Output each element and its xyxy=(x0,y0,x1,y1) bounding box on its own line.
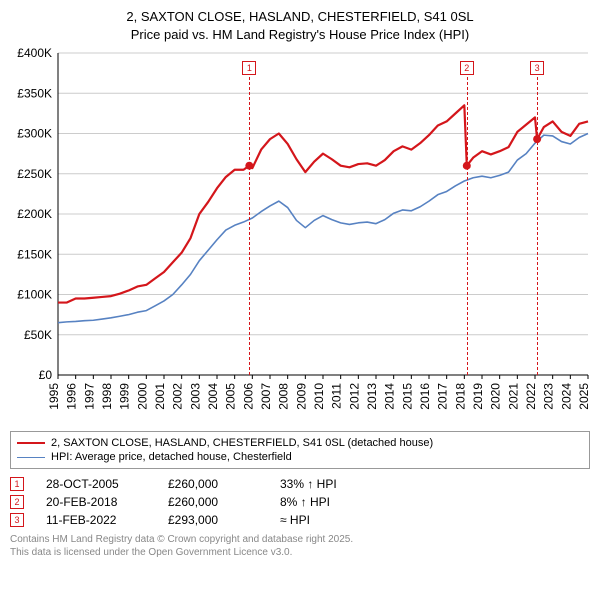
svg-text:2001: 2001 xyxy=(153,383,167,410)
svg-text:2010: 2010 xyxy=(312,383,326,410)
legend-swatch xyxy=(17,457,45,458)
marker-badge: 1 xyxy=(242,61,256,75)
svg-text:2013: 2013 xyxy=(365,383,379,410)
event-row: 3 11-FEB-2022 £293,000 ≈ HPI xyxy=(10,511,590,529)
legend-row: 2, SAXTON CLOSE, HASLAND, CHESTERFIELD, … xyxy=(17,436,583,450)
event-pct: ≈ HPI xyxy=(280,513,400,527)
title-line-2: Price paid vs. HM Land Registry's House … xyxy=(131,27,469,42)
svg-text:2021: 2021 xyxy=(506,383,520,410)
svg-text:2025: 2025 xyxy=(577,383,590,410)
svg-text:£0: £0 xyxy=(39,368,53,382)
svg-text:£200K: £200K xyxy=(17,207,52,221)
svg-text:£300K: £300K xyxy=(17,127,52,141)
event-pct: 33% ↑ HPI xyxy=(280,477,400,491)
svg-text:2019: 2019 xyxy=(471,383,485,410)
event-marker: 3 xyxy=(10,513,24,527)
svg-text:2002: 2002 xyxy=(171,383,185,410)
marker-line xyxy=(249,77,250,375)
event-pct: 8% ↑ HPI xyxy=(280,495,400,509)
chart-svg: £0 £50K £100K £150K £200K £250K £300K £350K £400… xyxy=(10,47,590,427)
event-price: £293,000 xyxy=(168,513,258,527)
svg-text:2023: 2023 xyxy=(542,383,556,410)
event-price: £260,000 xyxy=(168,495,258,509)
svg-text:1998: 1998 xyxy=(100,383,114,410)
legend-row: HPI: Average price, detached house, Ches… xyxy=(17,450,583,464)
svg-text:2008: 2008 xyxy=(277,383,291,410)
svg-text:2005: 2005 xyxy=(224,383,238,410)
event-date: 11-FEB-2022 xyxy=(46,513,146,527)
event-marker: 1 xyxy=(10,477,24,491)
svg-text:2006: 2006 xyxy=(241,383,255,410)
chart-area: £0 £50K £100K £150K £200K £250K £300K £350K £400… xyxy=(10,47,590,427)
marker-badge: 2 xyxy=(460,61,474,75)
footer-line-1: Contains HM Land Registry data © Crown c… xyxy=(10,534,353,545)
legend-label: 2, SAXTON CLOSE, HASLAND, CHESTERFIELD, … xyxy=(51,437,433,449)
event-date: 28-OCT-2005 xyxy=(46,477,146,491)
svg-text:1995: 1995 xyxy=(47,383,61,410)
footer-line-2: This data is licensed under the Open Gov… xyxy=(10,547,292,558)
svg-text:£350K: £350K xyxy=(17,86,52,100)
svg-text:£250K: £250K xyxy=(17,167,52,181)
svg-text:2000: 2000 xyxy=(135,383,149,410)
svg-text:1996: 1996 xyxy=(65,383,79,410)
event-row: 2 20-FEB-2018 £260,000 8% ↑ HPI xyxy=(10,493,590,511)
svg-text:2015: 2015 xyxy=(400,383,414,410)
svg-text:1997: 1997 xyxy=(82,383,96,410)
svg-text:2020: 2020 xyxy=(489,383,503,410)
legend-label: HPI: Average price, detached house, Ches… xyxy=(51,451,292,463)
chart-title: 2, SAXTON CLOSE, HASLAND, CHESTERFIELD, … xyxy=(10,8,590,43)
legend: 2, SAXTON CLOSE, HASLAND, CHESTERFIELD, … xyxy=(10,431,590,469)
svg-text:2012: 2012 xyxy=(347,383,361,410)
event-price: £260,000 xyxy=(168,477,258,491)
footer-attribution: Contains HM Land Registry data © Crown c… xyxy=(10,533,590,559)
svg-text:2018: 2018 xyxy=(453,383,467,410)
events-table: 1 28-OCT-2005 £260,000 33% ↑ HPI 2 20-FEB-201… xyxy=(10,475,590,529)
marker-line xyxy=(467,77,468,375)
svg-text:2009: 2009 xyxy=(294,383,308,410)
svg-text:2024: 2024 xyxy=(559,383,573,410)
legend-swatch xyxy=(17,442,45,444)
svg-text:2003: 2003 xyxy=(188,383,202,410)
svg-text:£100K: £100K xyxy=(17,288,52,302)
title-line-1: 2, SAXTON CLOSE, HASLAND, CHESTERFIELD, … xyxy=(126,9,473,24)
svg-text:2016: 2016 xyxy=(418,383,432,410)
svg-text:2017: 2017 xyxy=(436,383,450,410)
svg-text:2014: 2014 xyxy=(383,383,397,410)
marker-line xyxy=(537,77,538,375)
svg-text:2022: 2022 xyxy=(524,383,538,410)
page-container: 2, SAXTON CLOSE, HASLAND, CHESTERFIELD, … xyxy=(0,0,600,590)
event-row: 1 28-OCT-2005 £260,000 33% ↑ HPI xyxy=(10,475,590,493)
svg-text:£150K: £150K xyxy=(17,247,52,261)
svg-text:2007: 2007 xyxy=(259,383,273,410)
svg-text:1999: 1999 xyxy=(118,383,132,410)
event-marker: 2 xyxy=(10,495,24,509)
svg-text:£400K: £400K xyxy=(17,47,52,60)
svg-text:2011: 2011 xyxy=(330,383,344,409)
marker-badge: 3 xyxy=(530,61,544,75)
event-date: 20-FEB-2018 xyxy=(46,495,146,509)
svg-text:2004: 2004 xyxy=(206,383,220,410)
svg-text:£50K: £50K xyxy=(24,328,52,342)
